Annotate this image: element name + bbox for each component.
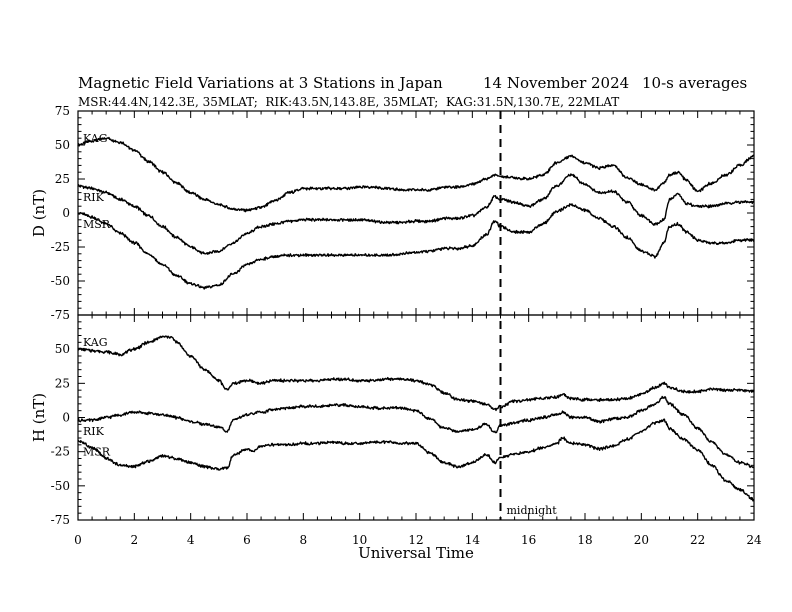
- h-y-tick-label: 25: [55, 376, 70, 390]
- d-label-msr: MSR: [83, 218, 111, 231]
- x-tick-label: 18: [577, 533, 592, 547]
- declination-panel: 75 50 25 0 -25 -50 -75 KAG RIK MSR: [51, 104, 755, 322]
- d-axis-label: D (nT): [30, 189, 48, 237]
- x-tick-label: 0: [74, 533, 82, 547]
- d-y-tick-label: 50: [55, 138, 70, 152]
- d-y-tick-label: 25: [55, 172, 70, 186]
- midnight-label: midnight: [507, 504, 558, 517]
- chart-title: Magnetic Field Variations at 3 Stations …: [78, 74, 443, 92]
- x-tick-label: 22: [690, 533, 705, 547]
- d-y-tick-label: 75: [55, 104, 70, 118]
- stations-info: MSR:44.4N,142.3E, 35MLAT; RIK:43.5N,143.…: [78, 95, 619, 109]
- h-series-msr: [77, 418, 755, 502]
- x-tick-label: 16: [521, 533, 536, 547]
- x-tick-label: 10: [352, 533, 367, 547]
- d-y-tick-label: -75: [51, 308, 70, 322]
- d-series-rik: [77, 173, 755, 255]
- x-tick-label: 12: [408, 533, 423, 547]
- x-tick-label: 24: [746, 533, 762, 547]
- d-series-kag: [77, 136, 755, 213]
- h-label-kag: KAG: [83, 336, 108, 349]
- d-y-tick-label: -25: [51, 240, 70, 254]
- x-tick-label: 6: [243, 533, 251, 547]
- x-tick-label: 2: [131, 533, 139, 547]
- d-y-tick-label: -50: [51, 274, 70, 288]
- x-axis-label: Universal Time: [358, 544, 474, 562]
- h-y-tick-label: 50: [55, 342, 70, 356]
- chart-date: 14 November 2024: [483, 74, 629, 92]
- h-y-tick-label: -25: [51, 445, 70, 459]
- h-y-tick-label: -50: [51, 479, 70, 493]
- x-tick-label: 20: [634, 533, 649, 547]
- d-label-kag: KAG: [83, 132, 108, 145]
- d-series-msr: [77, 203, 755, 290]
- h-axis-label: H (nT): [30, 393, 48, 442]
- d-label-rik: RIK: [83, 191, 105, 204]
- h-y-tick-label: -75: [51, 513, 70, 527]
- x-tick-label: 8: [300, 533, 308, 547]
- d-y-tick-label: 0: [62, 206, 70, 220]
- h-series-rik: [77, 395, 755, 469]
- x-tick-label: 14: [465, 533, 481, 547]
- h-series-kag: [77, 335, 755, 412]
- h-label-rik: RIK: [83, 425, 105, 438]
- chart-averaging: 10-s averages: [642, 74, 747, 92]
- d-panel-frame: [77, 110, 755, 316]
- x-tick-label: 4: [187, 533, 195, 547]
- h-y-tick-label: 0: [62, 411, 70, 425]
- h-label-msr: MSR: [83, 446, 111, 459]
